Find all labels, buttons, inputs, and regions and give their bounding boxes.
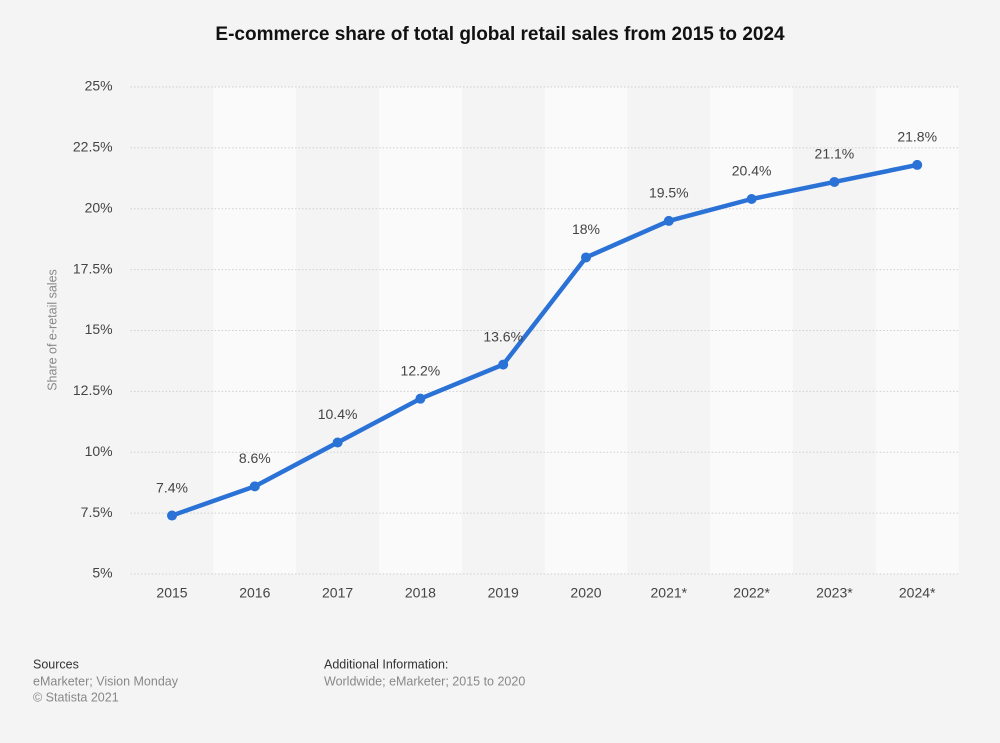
data-label: 10.4%: [318, 406, 358, 422]
point: [829, 176, 840, 187]
point: [498, 359, 509, 370]
x-tick-label: 2018: [405, 585, 436, 601]
x-tick-label: 2023*: [816, 585, 853, 601]
y-tick-label: 17.5%: [73, 260, 113, 276]
y-tick-label: 10%: [85, 443, 113, 459]
data-label: 21.8%: [897, 129, 937, 145]
point: [249, 481, 260, 492]
data-label: 20.4%: [732, 163, 772, 179]
info-title: Additional Information:: [324, 657, 448, 671]
x-tick-label: 2019: [488, 585, 519, 601]
point: [167, 510, 177, 521]
y-tick-label: 12.5%: [73, 382, 113, 398]
x-tick-label: 2015: [156, 585, 187, 601]
y-tick-label: 7.5%: [81, 504, 113, 520]
data-label: 18%: [572, 221, 600, 237]
data-label: 21.1%: [815, 146, 855, 162]
y-tick-label: 5%: [92, 565, 112, 581]
point: [746, 194, 757, 205]
data-label: 19.5%: [649, 185, 689, 201]
point: [332, 437, 343, 448]
point: [581, 252, 591, 263]
info: Worldwide; eMarketer; 2015 to 2020: [324, 674, 525, 688]
plot-bands: [213, 87, 959, 574]
x-tick-label: 2021*: [651, 585, 688, 601]
x-tick-label: 2016: [239, 585, 270, 601]
y-tick-label: 25%: [85, 78, 113, 94]
sources: eMarketer; Vision Monday: [33, 674, 179, 688]
x-tick-label: 2022*: [733, 585, 770, 601]
sources-title: Sources: [33, 657, 79, 671]
y-tick-label: 20%: [85, 199, 113, 215]
y-tick-label: 15%: [85, 321, 113, 337]
data-label: 8.6%: [239, 450, 271, 466]
y-tick-label: 22.5%: [73, 139, 113, 155]
copyright: © Statista 2021: [33, 690, 119, 704]
point: [415, 393, 426, 404]
line: [169, 162, 920, 518]
data-label: 12.2%: [401, 362, 441, 378]
chart-title: E-commerce share of total global retail …: [215, 24, 785, 45]
x-tick-label: 2017: [322, 585, 353, 601]
point: [663, 215, 674, 226]
data-label: 13.6%: [483, 328, 523, 344]
y-axis-title: Share of e-retail sales: [45, 269, 59, 391]
plot-band: [379, 87, 462, 574]
x-tick-label: 2024*: [899, 585, 936, 601]
x-tick-label: 2020: [570, 585, 601, 601]
data-label: 7.4%: [156, 479, 188, 495]
point: [912, 159, 923, 170]
